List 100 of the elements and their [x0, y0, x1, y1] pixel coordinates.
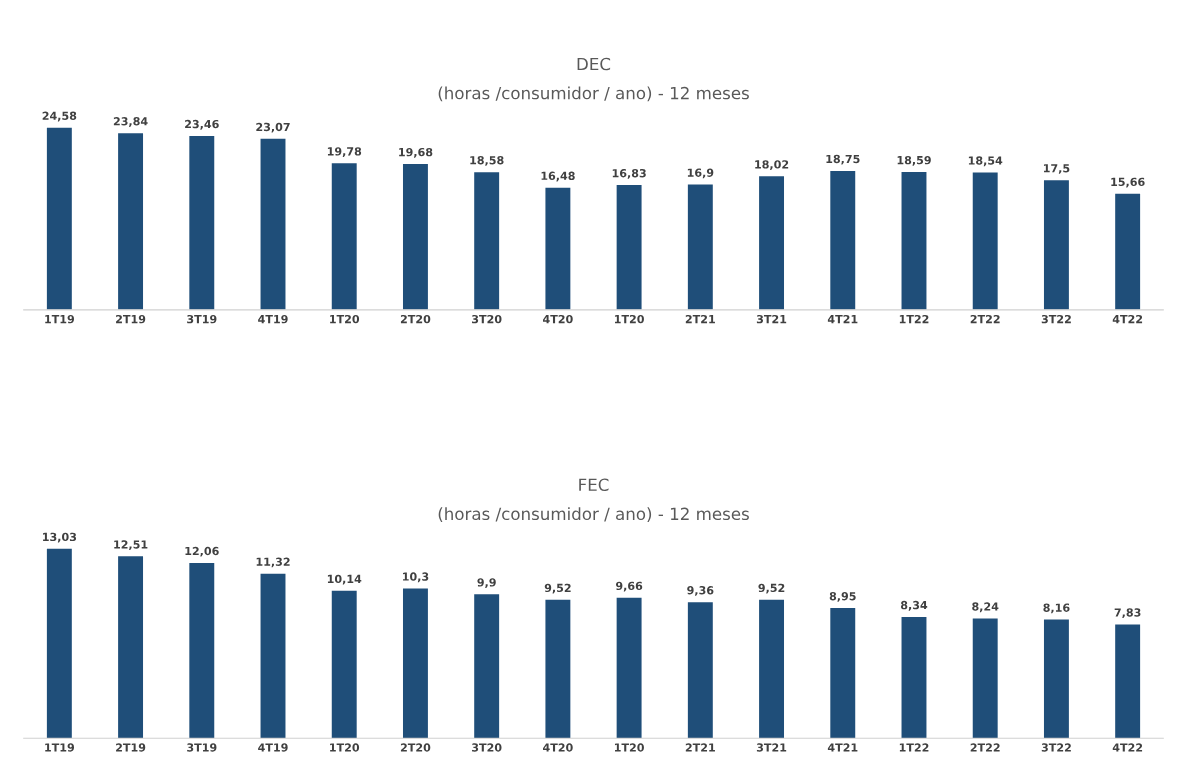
bar [118, 556, 144, 739]
bar [260, 573, 286, 739]
x-tick-label: 2T21 [685, 314, 715, 324]
bar [189, 562, 215, 739]
bar [901, 616, 927, 739]
data-label: 24,58 [42, 111, 77, 122]
data-label: 11,32 [256, 557, 290, 568]
data-label: 7,83 [1114, 608, 1141, 619]
data-label: 9,66 [615, 581, 643, 592]
x-tick-label: 1T20 [614, 314, 644, 324]
chart-title: DEC [577, 57, 611, 71]
x-tick-label: 2T22 [970, 743, 1000, 752]
bar [616, 597, 642, 739]
x-tick-label: 2T20 [400, 314, 431, 324]
data-label: 23,84 [113, 117, 148, 127]
x-tick-label: 4T21 [827, 743, 858, 752]
bar [545, 599, 571, 739]
data-label: 19,78 [327, 147, 362, 157]
data-label: 18,54 [968, 156, 1003, 167]
data-label: 8,16 [1043, 603, 1070, 614]
x-tick-label: 1T20 [614, 743, 644, 752]
data-label: 23,46 [185, 119, 219, 130]
data-label: 8,24 [972, 602, 999, 613]
chart-subtitle: (horas /consumidor / ano) - 12 meses [438, 86, 749, 102]
x-tick-label: 1T22 [899, 314, 929, 324]
data-label: 12,51 [114, 540, 148, 551]
data-label: 10,14 [327, 574, 362, 585]
bar [331, 163, 357, 310]
chart-subtitle: (horas /consumidor / ano) - 12 meses [438, 507, 749, 523]
bar [402, 588, 428, 739]
data-label: 9,36 [687, 586, 714, 596]
x-tick-label: 4T19 [258, 743, 288, 752]
bar [759, 599, 785, 739]
bar [616, 185, 642, 310]
bar [260, 138, 286, 310]
bar [972, 172, 998, 310]
data-label: 9,52 [758, 583, 785, 594]
data-label: 18,02 [755, 160, 789, 170]
x-tick-label: 4T20 [543, 314, 573, 324]
x-tick-label: 2T21 [685, 743, 715, 752]
data-label: 23,07 [256, 122, 290, 133]
x-tick-label: 3T20 [472, 314, 502, 324]
data-label: 13,03 [43, 532, 77, 543]
x-tick-label: 3T21 [756, 314, 787, 324]
bar [972, 618, 998, 739]
bar [46, 548, 72, 739]
x-tick-label: 4T21 [827, 314, 858, 324]
chart-title: FEC [579, 478, 609, 492]
x-tick-label: 2T22 [970, 314, 1000, 324]
bar [474, 172, 500, 310]
bar [118, 133, 144, 310]
bar [402, 163, 428, 310]
bar [46, 127, 72, 310]
x-tick-label: 1T20 [330, 314, 360, 324]
data-label: 18,75 [826, 154, 860, 165]
data-label: 16,83 [612, 169, 646, 179]
x-tick-label: 3T20 [472, 743, 502, 752]
data-label: 8,95 [829, 592, 856, 602]
data-label: 17,5 [1043, 164, 1070, 174]
bar [830, 608, 856, 739]
x-tick-label: 4T20 [543, 743, 573, 752]
x-tick-label: 1T22 [899, 743, 929, 752]
bar [901, 172, 927, 310]
data-label: 10,3 [403, 572, 429, 583]
data-label: 15,66 [1111, 177, 1145, 188]
bar [545, 187, 571, 310]
bar [474, 594, 500, 739]
x-tick-label: 1T20 [330, 743, 360, 752]
data-label: 16,9 [687, 168, 714, 179]
x-tick-label: 3T22 [1041, 314, 1071, 324]
bar [759, 176, 785, 310]
bar [687, 602, 713, 739]
data-label: 16,48 [541, 171, 575, 182]
x-tick-label: 2T19 [116, 743, 146, 752]
x-tick-label: 1T19 [45, 743, 75, 752]
data-label: 12,06 [185, 546, 219, 557]
data-label: 9,9 [477, 578, 496, 589]
data-label: 9,52 [544, 583, 571, 594]
x-tick-label: 3T22 [1041, 743, 1071, 752]
x-tick-label: 4T22 [1112, 314, 1143, 324]
x-tick-label: 4T22 [1112, 743, 1143, 752]
bar [830, 170, 856, 310]
x-tick-label: 3T19 [187, 314, 217, 324]
x-tick-label: 4T19 [258, 314, 288, 324]
x-tick-label: 1T19 [45, 314, 75, 324]
data-label: 18,58 [470, 156, 504, 166]
bar [1043, 180, 1069, 310]
bar [331, 590, 357, 739]
x-tick-label: 2T19 [116, 314, 146, 324]
bar [1115, 624, 1141, 739]
data-label: 8,34 [900, 600, 928, 611]
bar [1115, 193, 1141, 310]
x-tick-label: 3T19 [187, 743, 217, 752]
x-tick-label: 3T21 [756, 743, 787, 752]
bar [189, 135, 215, 310]
x-tick-label: 2T20 [400, 743, 431, 752]
data-label: 19,68 [399, 147, 433, 158]
data-label: 18,59 [897, 155, 931, 166]
bar [1043, 619, 1069, 739]
bar [687, 184, 713, 310]
